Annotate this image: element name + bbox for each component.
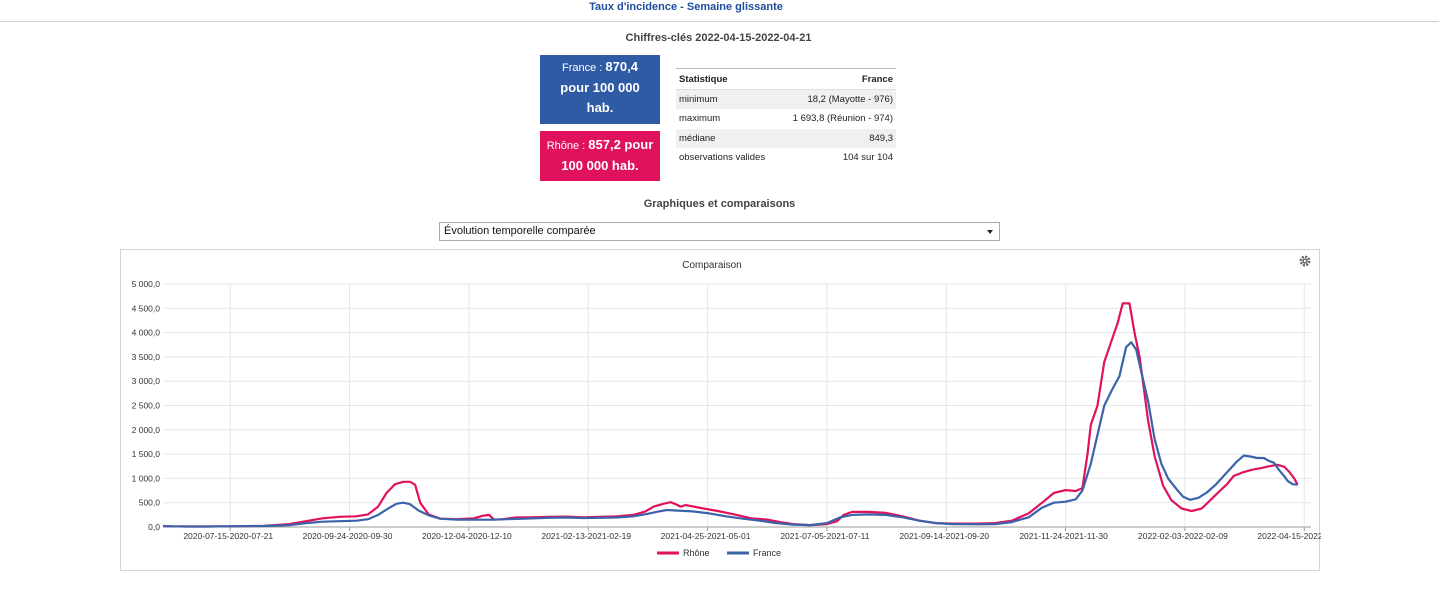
stats-header-france: France (778, 68, 896, 90)
x-tick-label: 2022-04-15-2022-04-21 (1257, 531, 1321, 541)
x-tick-label: 2021-02-13-2021-02-19 (541, 531, 631, 541)
rhone-kpi-value: 857,2 pour (588, 137, 654, 152)
rhone-kpi-label: Rhône : (546, 140, 589, 152)
x-tick-label: 2021-09-14-2021-09-20 (899, 531, 989, 541)
line-chart: Comparaison 0,0 500,0 1 000,0 1 500,0 2 000,… (132, 255, 1321, 558)
graphs-title: Graphiques et comparaisons (643, 198, 796, 210)
stats-cell-value: 849,3 (778, 128, 896, 148)
y-tick-label: 2 000,0 (132, 425, 161, 435)
stats-cell-value: 1 693,8 (Réunion - 974) (792, 113, 893, 125)
y-tick-label: 4 500,0 (132, 303, 161, 313)
series-line-rhone (162, 302, 1299, 528)
stats-header-statistique: Statistique (676, 68, 779, 90)
y-tick-label: 500,0 (139, 498, 161, 508)
stats-table: Statistique France minimum 18,2 (Mayotte… (676, 68, 896, 168)
france-kpi-card: France : 870,4 pour 100 000 hab. (540, 55, 660, 124)
stats-cell-value: 104 sur 104 (842, 152, 893, 164)
stats-cell-label: médiane (676, 128, 779, 148)
rhone-kpi-unit: 100 000 hab. (561, 158, 639, 173)
y-tick-label: 5 000,0 (132, 279, 161, 289)
chart-type-select[interactable]: Évolution temporelle comparée (439, 222, 1000, 241)
x-tick-label: 2021-07-05-2021-07-11 (780, 531, 869, 541)
y-tick-label: 4 000,0 (132, 328, 161, 338)
series-line-france (162, 341, 1298, 528)
table-row: observations valides 104 sur 104 (676, 148, 896, 168)
x-tick-label: 2020-07-15-2020-07-21 (183, 531, 273, 541)
x-tick-label: 2020-12-04-2020-12-10 (422, 531, 512, 541)
y-tick-label: 1 500,0 (132, 449, 161, 459)
title-divider (0, 21, 1439, 22)
chart-type-selected: Évolution temporelle comparée (444, 225, 596, 237)
france-kpi-unit-2: hab. (586, 100, 614, 115)
france-kpi-value: 870,4 (605, 59, 638, 74)
page-title: Taux d'incidence - Semaine glissante (589, 1, 783, 13)
y-tick-label: 2 500,0 (132, 401, 161, 411)
france-kpi-unit-1: pour 100 000 (560, 80, 640, 95)
table-row: maximum 1 693,8 (Réunion - 974) (676, 109, 896, 129)
stats-cell-label: maximum (679, 113, 721, 125)
chevron-down-icon (987, 230, 993, 234)
x-tick-label: 2021-11-24-2021-11-30 (1019, 531, 1108, 541)
keyfigures-title: Chiffres-clés 2022-04-15-2022-04-21 (625, 32, 812, 44)
france-kpi-label: France : (562, 62, 606, 74)
chart-container: Comparaison 0,0 500,0 1 000,0 1 500,0 2 000,… (120, 249, 1321, 571)
y-tick-label: 1 000,0 (132, 473, 161, 483)
stats-cell-label: minimum (676, 89, 779, 109)
x-tick-label: 2020-09-24-2020-09-30 (303, 531, 393, 541)
stats-cell-value: 18,2 (Mayotte - 976) (778, 89, 896, 109)
x-tick-label: 2021-04-25-2021-05-01 (661, 531, 751, 541)
x-tick-label: 2022-02-03-2022-02-09 (1138, 531, 1228, 541)
table-row: minimum 18,2 (Mayotte - 976) (676, 89, 896, 109)
gear-icon[interactable] (1299, 255, 1311, 267)
stats-header-row: Statistique France (676, 68, 896, 90)
chart-title: Comparaison (682, 260, 741, 271)
y-tick-label: 3 500,0 (132, 352, 161, 362)
y-tick-label: 0,0 (148, 522, 160, 532)
table-row: médiane 849,3 (676, 128, 896, 148)
legend-label: Rhône (683, 548, 710, 558)
legend-label: France (753, 548, 781, 558)
rhone-kpi-card: Rhône : 857,2 pour 100 000 hab. (540, 131, 660, 181)
y-tick-label: 3 000,0 (132, 376, 161, 386)
stats-cell-label: observations valides (679, 152, 766, 164)
